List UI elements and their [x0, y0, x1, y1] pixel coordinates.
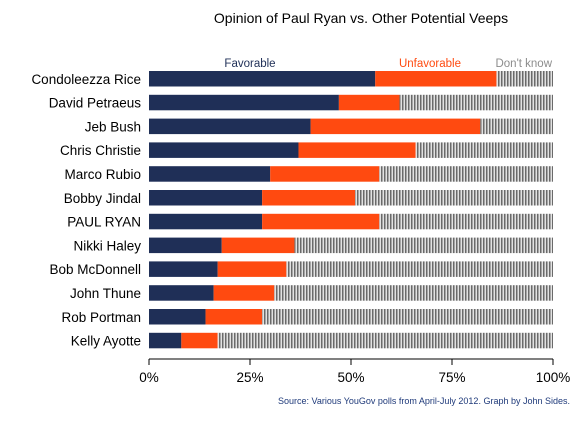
bar-condoleezza-rice-unfavorable [375, 71, 497, 87]
bar-rob-portman-favorable [149, 309, 206, 325]
category-label: Bobby Jindal [64, 191, 141, 206]
bar-condoleezza-rice-favorable [149, 71, 376, 87]
bar-chris-christie-unfavorable [298, 142, 416, 158]
bar-bobby-jindal-unfavorable [262, 190, 356, 206]
category-label: Condoleezza Rice [31, 72, 141, 87]
category-label: John Thune [70, 286, 141, 301]
x-tick-label: 50% [337, 370, 364, 385]
x-tick-label: 75% [438, 370, 465, 385]
category-label: PAUL RYAN [67, 215, 141, 230]
bar-john-thune-favorable [149, 285, 214, 301]
legend-don-t-know: Don't know [495, 58, 552, 70]
bar-john-thune-unfavorable [213, 285, 275, 301]
legend: Favorable Unfavorable Don't know [224, 58, 552, 70]
x-axis: 0% 25% 50% 75% 100% [139, 358, 571, 385]
bar-paul-ryan-favorable [149, 213, 263, 230]
category-label: Kelly Ayotte [71, 334, 141, 349]
bar-kelly-ayotte-favorable [149, 332, 182, 349]
bar-jeb-bush-favorable [149, 118, 311, 135]
bar-area [149, 71, 553, 349]
bar-rob-portman-unfavorable [205, 309, 263, 325]
category-label: Bob McDonnell [49, 262, 141, 277]
bar-condoleezza-rice-don-t-know [496, 71, 553, 87]
category-label: Jeb Bush [85, 119, 141, 134]
legend-favorable: Favorable [224, 58, 275, 70]
bar-david-petraeus-favorable [149, 94, 339, 111]
bar-john-thune-don-t-know [274, 285, 553, 301]
bar-kelly-ayotte-don-t-know [217, 332, 553, 349]
category-labels: Condoleezza Rice David Petraeus Jeb Bush Ch… [31, 72, 141, 349]
category-label: Chris Christie [60, 143, 141, 158]
bar-marco-rubio-favorable [149, 166, 271, 182]
bar-bob-mcdonnell-don-t-know [286, 261, 553, 277]
bar-marco-rubio-don-t-know [379, 166, 553, 182]
x-tick-label: 100% [536, 370, 571, 385]
bar-jeb-bush-don-t-know [480, 118, 553, 135]
bar-kelly-ayotte-unfavorable [181, 332, 218, 349]
bar-marco-rubio-unfavorable [270, 166, 380, 182]
bar-bobby-jindal-don-t-know [355, 190, 553, 206]
bar-david-petraeus-unfavorable [338, 94, 400, 111]
bar-rob-portman-don-t-know [262, 309, 553, 325]
source-note: Source: Various YouGov polls from April-… [278, 396, 570, 406]
bar-chris-christie-don-t-know [415, 142, 553, 158]
bar-jeb-bush-unfavorable [310, 118, 481, 135]
bar-paul-ryan-unfavorable [262, 213, 380, 230]
category-label: David Petraeus [49, 96, 142, 111]
bar-paul-ryan-don-t-know [379, 213, 553, 230]
x-tick-label: 0% [139, 370, 159, 385]
bar-nikki-haley-favorable [149, 237, 222, 254]
bar-nikki-haley-don-t-know [294, 237, 553, 254]
bar-nikki-haley-unfavorable [221, 237, 295, 254]
bar-chris-christie-favorable [149, 142, 299, 158]
x-tick-label: 25% [236, 370, 263, 385]
bar-bob-mcdonnell-favorable [149, 261, 218, 277]
category-label: Rob Portman [61, 310, 141, 325]
bar-david-petraeus-don-t-know [399, 94, 553, 111]
chart-title: Opinion of Paul Ryan vs. Other Potential… [214, 10, 508, 26]
legend-unfavorable: Unfavorable [399, 58, 461, 70]
bar-bob-mcdonnell-unfavorable [217, 261, 287, 277]
category-label: Nikki Haley [73, 238, 141, 253]
category-label: Marco Rubio [64, 167, 141, 182]
bar-bobby-jindal-favorable [149, 190, 263, 206]
